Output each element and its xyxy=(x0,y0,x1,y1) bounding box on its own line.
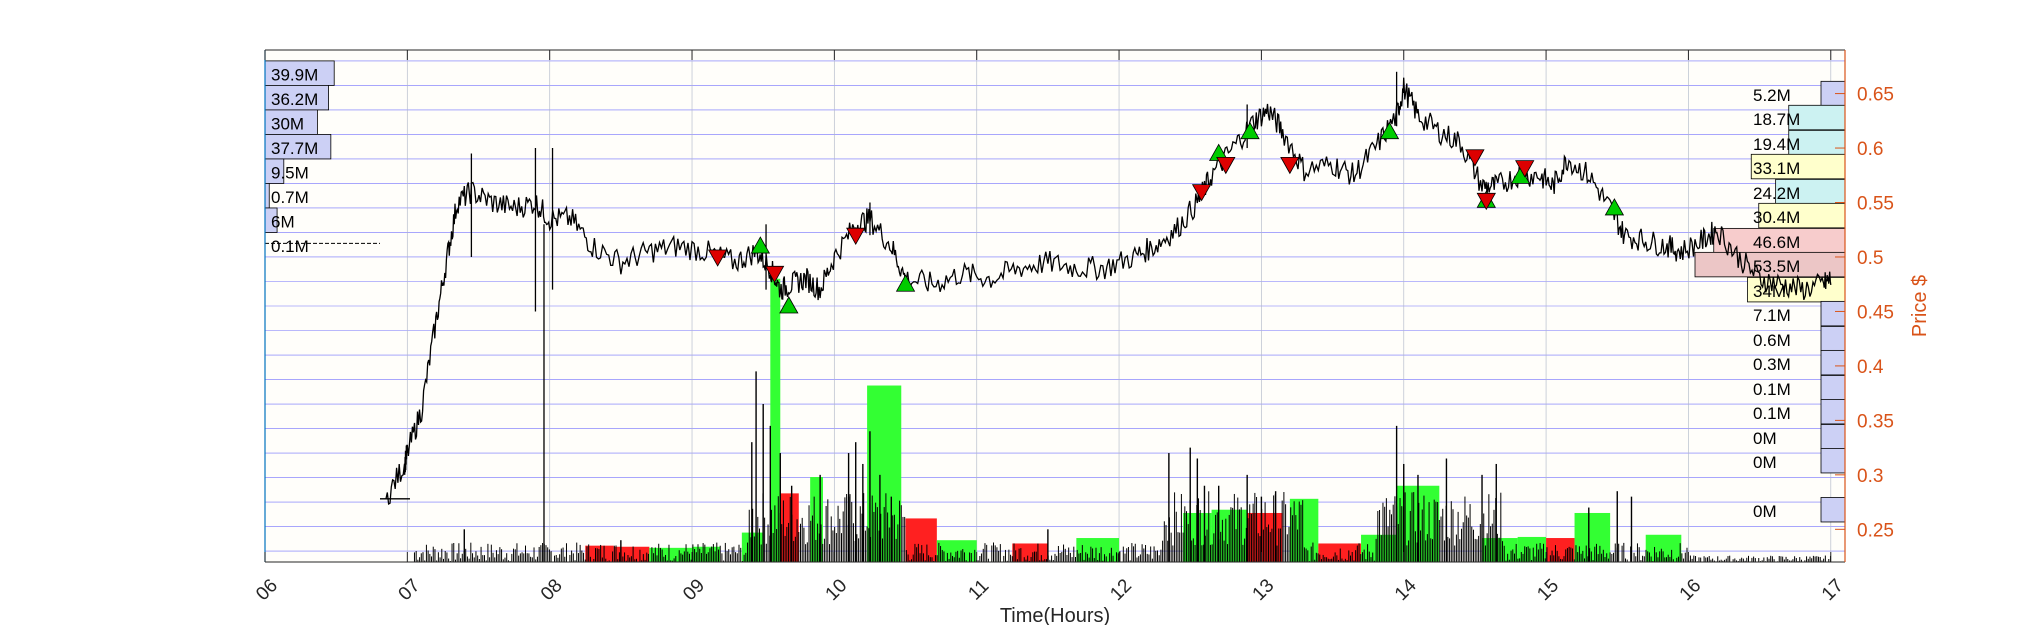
x-tick-label: 07 xyxy=(395,575,425,605)
price-line xyxy=(385,77,1832,506)
y-tick-label: 0.6 xyxy=(1857,139,1883,160)
right-profile-label: 0.6M xyxy=(1753,331,1791,350)
x-tick-label: 06 xyxy=(252,575,282,605)
right-profile-bar xyxy=(1820,448,1846,474)
left-profile-bar xyxy=(264,134,332,160)
buy-marker xyxy=(1240,121,1260,140)
right-profile-label: 5.2M xyxy=(1753,86,1791,105)
sell-marker xyxy=(1216,156,1236,175)
left-profile-label: 0.7M xyxy=(271,188,309,207)
left-profile-label: 0.1M xyxy=(271,237,309,256)
y-tick-label: 0.4 xyxy=(1857,357,1884,378)
right-profile-label: 46.6M xyxy=(1753,233,1800,252)
buy-marker xyxy=(1379,121,1400,140)
right-profile-bar xyxy=(1820,375,1846,401)
sell-marker xyxy=(707,249,728,267)
right-volume-profile: 5.2M 18.7M 19.4M 33.1M 24.2M 30.4M 46.6M 53.5M 3… xyxy=(1694,80,1846,523)
x-tick-label: 14 xyxy=(1391,575,1421,605)
right-profile-bar xyxy=(1694,251,1846,278)
right-profile-label: 34M xyxy=(1753,282,1786,301)
y-tick-label: 0.25 xyxy=(1857,520,1894,541)
y-tick-label: 0.35 xyxy=(1857,411,1894,432)
buy-marker xyxy=(1604,198,1625,216)
right-profile-label: 7.1M xyxy=(1753,306,1791,325)
right-profile-bar xyxy=(1775,178,1846,205)
y-tick-label: 0.5 xyxy=(1857,248,1883,269)
right-profile-bar xyxy=(1820,497,1846,523)
sell-marker xyxy=(1515,160,1535,178)
right-profile-label: 33.1M xyxy=(1753,159,1800,178)
y-tick-label: 0.55 xyxy=(1857,194,1894,215)
right-profile-label: 18.7M xyxy=(1753,110,1800,129)
right-profile-bar xyxy=(1788,104,1846,131)
right-profile-bar xyxy=(1820,300,1846,327)
x-tick-label: 10 xyxy=(822,575,852,605)
x-tick-label: 13 xyxy=(1249,575,1279,605)
trade-markers xyxy=(707,121,1625,314)
x-tick-label: 12 xyxy=(1106,575,1136,605)
right-profile-bar xyxy=(1820,326,1846,352)
x-axis-label: Time(Hours) xyxy=(1000,605,1110,625)
sell-marker xyxy=(846,227,866,246)
x-tick-label: 15 xyxy=(1533,575,1563,605)
buy-marker xyxy=(750,236,771,254)
y-axis-label: Price $ xyxy=(1909,275,1931,337)
volume-bar xyxy=(585,545,614,562)
left-profile-label: 6M xyxy=(271,212,295,231)
buy-marker xyxy=(895,274,916,292)
right-profile-label: 19.4M xyxy=(1753,135,1800,154)
volume-bar xyxy=(936,540,977,562)
sell-marker xyxy=(764,265,785,284)
left-profile-bar xyxy=(264,85,329,111)
left-profile-label: 37.7M xyxy=(271,139,318,158)
right-profile-label: 0M xyxy=(1753,502,1777,521)
left-profile-label: 39.9M xyxy=(271,65,318,84)
x-tick-label: 09 xyxy=(679,575,709,605)
right-profile-label: 0.1M xyxy=(1753,404,1791,423)
left-profile-bar xyxy=(264,183,270,209)
right-profile-label: 0M xyxy=(1753,453,1777,472)
left-profile-label: 30M xyxy=(271,114,304,133)
sell-marker xyxy=(1476,192,1496,211)
y-tick-label: 0.65 xyxy=(1857,85,1894,106)
price-layer xyxy=(385,71,1832,562)
left-volume-profile: 39.9M 36.2M 30M 37.7M 9.5M 0.7M 6M 0.1M xyxy=(264,60,410,500)
right-profile-label: 0.3M xyxy=(1753,355,1791,374)
right-profile-bar xyxy=(1750,153,1846,180)
volume-bar xyxy=(1361,534,1397,562)
right-profile-label: 0.1M xyxy=(1753,380,1791,399)
sell-marker xyxy=(1191,184,1212,202)
right-profile-label: 53.5M xyxy=(1753,257,1800,276)
x-tick-label: 16 xyxy=(1676,575,1706,605)
volume-bar xyxy=(905,518,937,562)
volume-bar xyxy=(770,278,781,562)
left-profile-bar xyxy=(264,60,335,86)
sell-marker xyxy=(1280,156,1300,175)
right-profile-bar xyxy=(1820,349,1846,376)
sell-marker xyxy=(1465,149,1485,167)
volume-bar xyxy=(1574,512,1611,562)
right-profile-bar xyxy=(1820,399,1846,425)
y-tick-label: 0.45 xyxy=(1857,302,1894,323)
x-tick-label: 11 xyxy=(964,576,993,605)
right-profile-bar xyxy=(1820,424,1846,450)
x-tick-label: 08 xyxy=(537,575,567,605)
x-tick-label: 17 xyxy=(1818,575,1848,605)
right-profile-label: 0M xyxy=(1753,429,1777,448)
right-profile-label: 24.2M xyxy=(1753,184,1800,203)
right-profile-label: 30.4M xyxy=(1753,208,1800,227)
y-tick-label: 0.3 xyxy=(1857,466,1883,487)
buy-marker xyxy=(779,296,799,314)
left-profile-label: 9.5M xyxy=(271,163,309,182)
volume-layer xyxy=(413,278,1831,562)
left-profile-label: 36.2M xyxy=(271,90,318,109)
